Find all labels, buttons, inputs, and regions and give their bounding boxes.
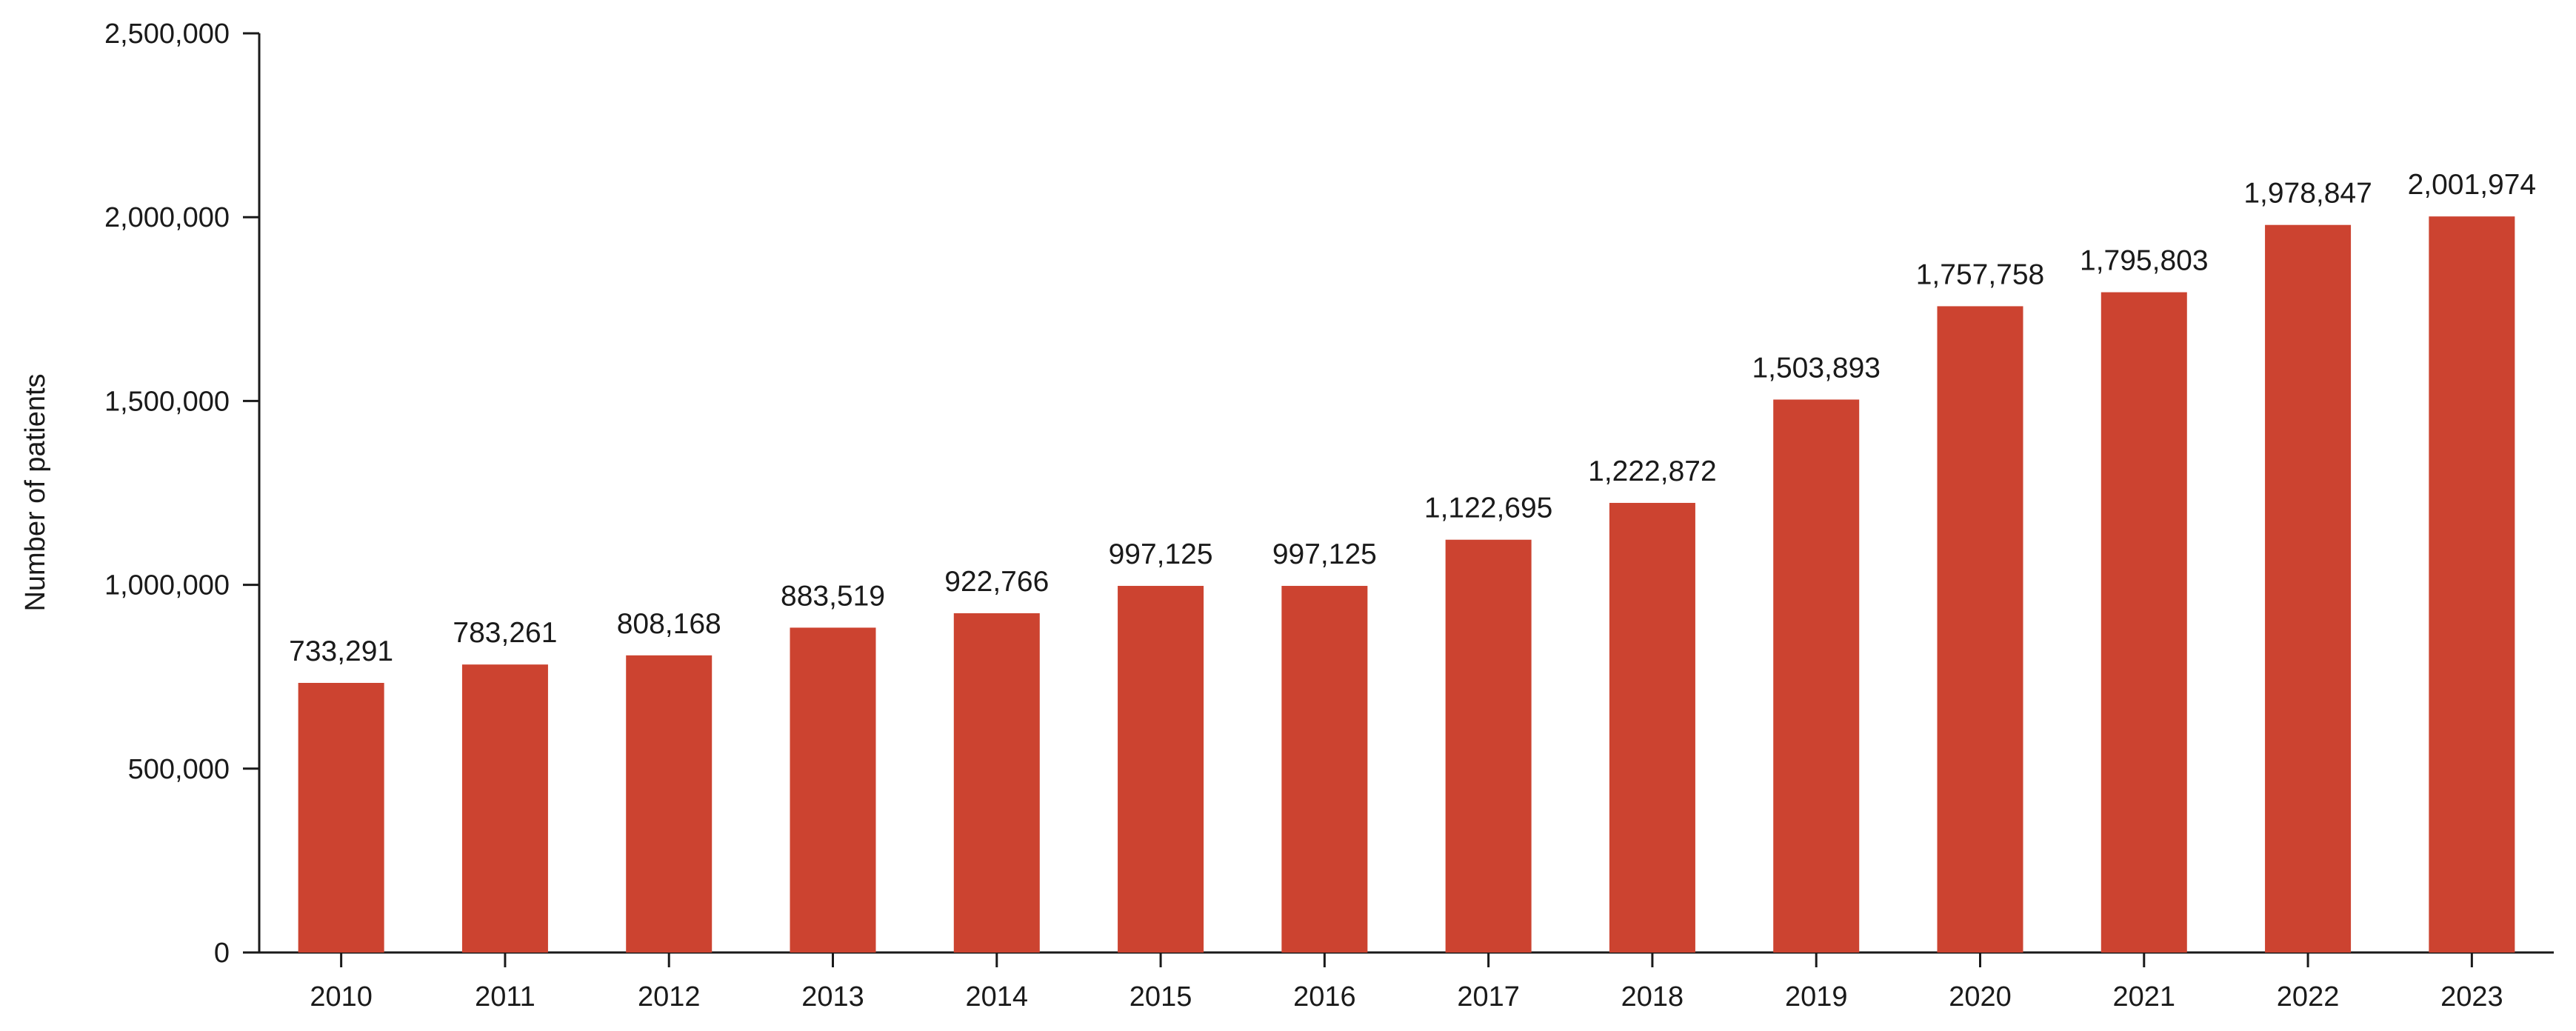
bar xyxy=(2100,292,2187,953)
data-label: 1,503,893 xyxy=(1752,352,1881,384)
data-label: 808,168 xyxy=(617,608,721,640)
x-tick-label: 2021 xyxy=(2113,981,2176,1012)
y-tick-label: 1,500,000 xyxy=(104,386,230,417)
bar xyxy=(1773,399,1860,952)
bar xyxy=(1609,502,1695,952)
data-label: 1,122,695 xyxy=(1424,493,1553,524)
bars xyxy=(298,216,2515,953)
y-tick-label: 500,000 xyxy=(128,754,230,785)
bar xyxy=(2429,216,2515,952)
x-tick-label: 2012 xyxy=(638,981,701,1012)
data-label: 1,222,872 xyxy=(1588,456,1717,487)
data-label: 733,291 xyxy=(289,635,393,667)
x-tick-label: 2016 xyxy=(1293,981,1356,1012)
data-label: 883,519 xyxy=(781,580,885,612)
x-tick-label: 2020 xyxy=(1949,981,2012,1012)
bar xyxy=(461,664,548,952)
x-tick-label: 2017 xyxy=(1457,981,1520,1012)
y-axis-title: Number of patients xyxy=(20,373,51,611)
data-label: 997,125 xyxy=(1109,538,1213,570)
x-tick-label: 2019 xyxy=(1785,981,1848,1012)
bar xyxy=(298,682,384,952)
bar xyxy=(790,627,876,952)
bar xyxy=(1937,306,2023,952)
data-label: 1,757,758 xyxy=(1916,258,2045,290)
x-tick-label: 2015 xyxy=(1129,981,1192,1012)
bar xyxy=(1118,586,1204,952)
data-label: 922,766 xyxy=(944,566,1049,598)
bar xyxy=(1281,586,1368,952)
y-tick-label: 2,500,000 xyxy=(104,19,230,50)
x-tick-label: 2013 xyxy=(801,981,864,1012)
bar xyxy=(1445,539,1532,952)
data-label: 1,795,803 xyxy=(2080,245,2209,277)
x-tick-label: 2018 xyxy=(1621,981,1684,1012)
y-tick-label: 1,000,000 xyxy=(104,570,230,601)
y-axis: 0 500,000 1,000,000 1,500,000 2,000,000 2,500… xyxy=(104,19,261,969)
bar xyxy=(2265,224,2352,953)
y-tick-label: 0 xyxy=(214,938,230,969)
data-label: 783,261 xyxy=(453,617,557,649)
x-tick-label: 2010 xyxy=(310,981,373,1012)
bar xyxy=(953,613,1040,952)
x-axis: 2010 2011 2012 2013 2014 2015 2016 2017 2018 2019… xyxy=(259,951,2554,1012)
data-labels: 733,291 783,261 808,168 883,519 922,766 997,1… xyxy=(289,169,2536,667)
y-tick-label: 2,000,000 xyxy=(104,202,230,233)
x-tick-label: 2022 xyxy=(2277,981,2340,1012)
x-tick-label: 2011 xyxy=(475,981,535,1012)
bar xyxy=(626,655,713,952)
data-label: 1,978,847 xyxy=(2243,178,2372,210)
data-label: 997,125 xyxy=(1272,538,1377,570)
x-tick-label: 2014 xyxy=(966,981,1029,1012)
x-tick-label: 2023 xyxy=(2440,981,2503,1012)
data-label: 2,001,974 xyxy=(2408,169,2537,201)
